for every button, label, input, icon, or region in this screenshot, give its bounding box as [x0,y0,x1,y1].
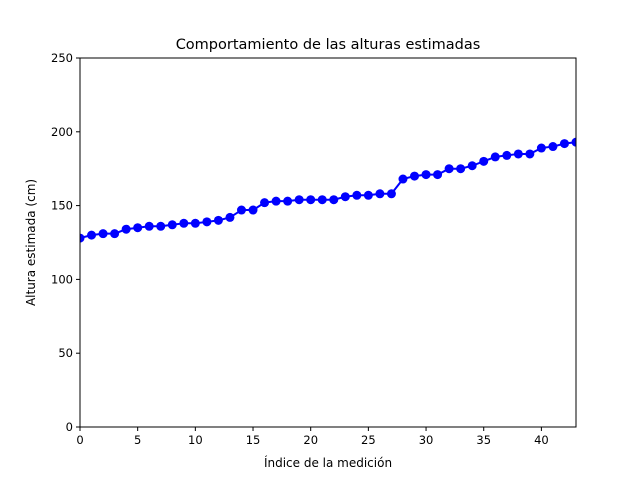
x-axis-label: Índice de la medición [264,455,392,470]
x-tick-label: 35 [476,433,491,447]
data-point [433,170,443,180]
y-tick-label: 50 [58,346,73,360]
y-tick-label: 200 [51,125,73,139]
data-point [167,220,177,230]
x-tick-label: 10 [188,433,203,447]
x-tick-label: 30 [419,433,434,447]
data-point [98,229,108,239]
data-point [548,142,558,152]
data-point [536,143,546,153]
y-axis-label: Altura estimada (cm) [24,179,38,306]
y-tick-label: 150 [51,199,73,213]
data-point [398,174,408,184]
data-point [144,221,154,231]
data-point [283,196,293,206]
data-point [202,217,212,227]
data-point [294,195,304,205]
data-point [559,139,569,149]
chart-title: Comportamiento de las alturas estimadas [176,37,481,53]
data-point [410,171,420,181]
y-tick-label: 100 [51,272,73,286]
data-point [133,223,143,233]
data-point [179,218,189,228]
data-point [502,150,512,160]
x-tick-label: 25 [361,433,376,447]
data-point [156,221,166,231]
y-tick-label: 0 [66,420,73,434]
data-point [467,161,477,171]
x-tick-label: 0 [76,433,83,447]
data-point [456,164,466,174]
data-point [375,189,385,199]
data-point [225,212,235,222]
data-point [213,215,223,225]
data-point [352,190,362,200]
data-point [513,149,523,159]
data-point [271,196,281,206]
data-point [87,230,97,240]
data-point [248,205,258,215]
data-point [490,152,500,162]
plot-frame [79,57,577,428]
data-point [479,156,489,166]
data-point [525,149,535,159]
x-axis-ticks: 0 5 10 15 20 25 30 35 40 [76,427,549,447]
x-tick-label: 15 [246,433,261,447]
data-point [110,229,120,239]
data-point [260,198,270,208]
data-point [386,189,396,199]
data-point [306,195,316,205]
data-point [236,205,246,215]
data-point [444,164,454,174]
x-tick-label: 5 [134,433,141,447]
data-point [571,137,576,147]
data-point [80,233,85,243]
x-tick-label: 20 [303,433,318,447]
data-point [317,195,327,205]
data-point [421,170,431,180]
x-tick-label: 40 [534,433,549,447]
data-point [190,218,200,228]
y-tick-label: 250 [51,51,73,65]
data-point [340,192,350,202]
data-point [121,224,131,234]
y-axis-ticks: 0 50 100 150 200 250 [51,51,80,434]
data-point [363,190,373,200]
series-layer [80,137,576,243]
data-point [329,195,339,205]
